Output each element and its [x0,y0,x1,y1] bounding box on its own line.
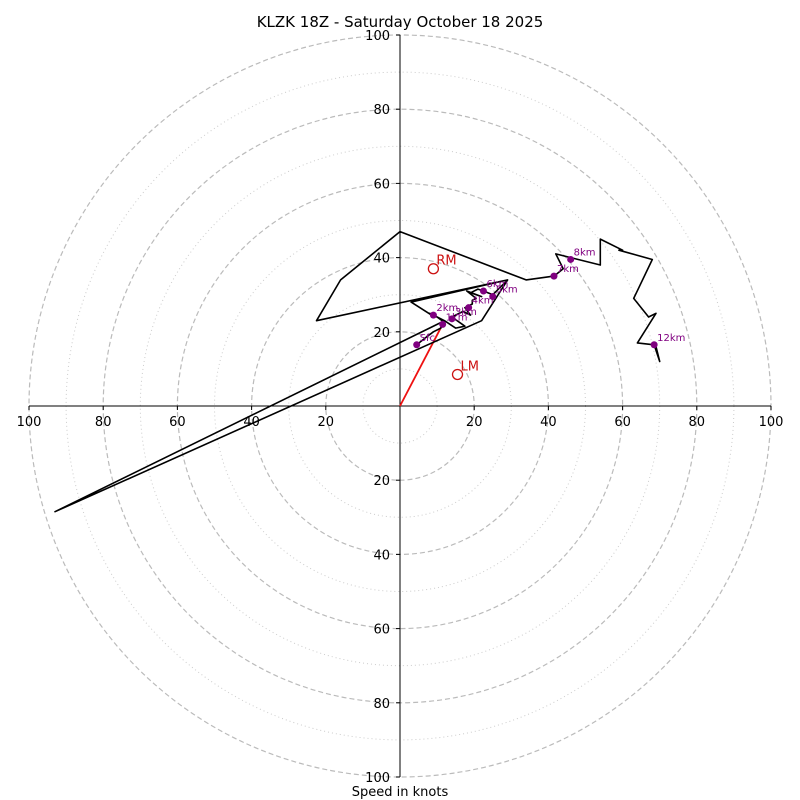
chart-title: KLZK 18Z - Saturday October 18 2025 [257,13,544,31]
height-label-3km: 3km [455,307,477,318]
hodograph-trace [54,230,661,513]
y-tick-label: 40 [373,252,390,267]
height-label-8km: 8km [574,247,596,258]
x-tick-label: 100 [17,415,42,430]
height-marker-Sfc [413,341,421,349]
height-marker-7km [550,272,558,280]
height-label-4km: 4km [472,296,494,307]
x-tick-label: 40 [243,415,260,430]
height-marker-6km [479,287,487,295]
height-label-6km: 6km [486,279,508,290]
storm-motion-lm-marker [451,368,464,381]
height-marker-8km [567,255,575,263]
x-tick-label: 80 [95,415,112,430]
height-label-7km: 7km [557,264,579,275]
y-tick-label: 80 [373,697,390,712]
x-tick-label: 60 [614,415,631,430]
x-axis-label: Speed in knots [352,785,449,800]
y-tick-label: 40 [373,548,390,563]
y-tick-label: 60 [373,177,390,192]
x-tick-label: 60 [169,415,186,430]
y-tick-label: 100 [365,29,390,44]
height-marker-3km [448,315,456,323]
height-label-Sfc: Sfc [420,333,435,344]
x-tick-label: 20 [466,415,483,430]
storm-motion-lm-label: LM [461,359,479,374]
tick-labels: 20 20 20 20 40 40 40 40 60 60 60 60 80 80 80 80 100 100 10… [17,29,784,786]
height-marker-12km [650,341,658,349]
storm-motion-rm-label: RM [436,254,456,269]
height-label-5km: 5km [496,285,518,296]
height-marker-4km [465,304,473,312]
height-marker-2km [429,311,437,319]
height-label-12km: 12km [657,333,685,344]
wind-profile [54,230,661,513]
height-label-1km: 1km [446,312,468,323]
storm-motion: RM LM [427,254,479,381]
height-label-2km: 2km [436,303,458,314]
height-marker-5km [489,293,497,301]
y-tick-label: 60 [373,623,390,638]
shear-vector-line [399,320,446,407]
y-tick-label: 20 [373,474,390,489]
storm-motion-rm-marker [427,263,440,275]
x-tick-label: 80 [689,415,706,430]
y-tick-label: 80 [373,103,390,118]
x-tick-label: 100 [759,415,784,430]
y-tick-label: 100 [365,771,390,786]
height-marker-1km [439,320,447,328]
x-tick-label: 40 [540,415,557,430]
y-tick-label: 20 [373,326,390,341]
x-tick-label: 20 [318,415,335,430]
